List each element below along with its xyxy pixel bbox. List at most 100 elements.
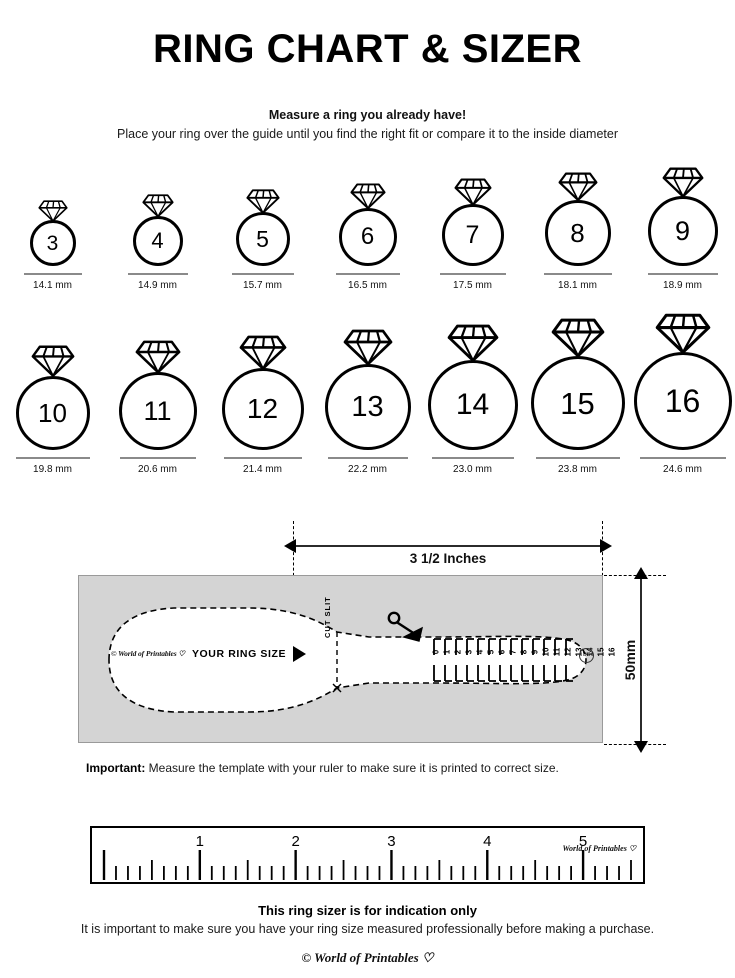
- ring-icon: 10: [15, 345, 90, 451]
- ring-diameter-label: 20.6 mm: [138, 463, 177, 475]
- arrow-up-icon: [634, 566, 648, 579]
- ring-size-cell[interactable]: 10 19.8 mm: [0, 345, 105, 475]
- ring-icon: 11: [118, 340, 197, 451]
- gauge-digit: 10: [541, 647, 551, 656]
- ruler-ticks: 1 2 3 4 5: [102, 833, 632, 880]
- subtitle-line: Place your ring over the guide until you…: [117, 127, 618, 141]
- ring-size-number: 6: [360, 223, 375, 251]
- gauge-digit: 5: [486, 649, 496, 654]
- pointer-triangle-icon: [293, 645, 307, 662]
- ring-band-circle[interactable]: 14: [427, 360, 518, 451]
- diamond-icon-wrap: [447, 324, 499, 366]
- brand-mini-label: © World of Printables ♡: [111, 649, 185, 659]
- diamond-icon-wrap: [239, 335, 287, 375]
- width-dimension: 3 1/2 Inches: [284, 520, 612, 583]
- ruler-frame: [90, 826, 645, 884]
- gauge-digit: 16: [607, 647, 617, 656]
- ring-icon: 16: [633, 313, 732, 451]
- gauge-digit: 8: [519, 649, 529, 654]
- measure-rule: [543, 273, 612, 275]
- ring-icon: 14: [427, 324, 518, 451]
- ring-band-circle[interactable]: 11: [118, 372, 197, 451]
- diamond-icon-wrap: [453, 178, 492, 210]
- ring-size-number: 14: [455, 388, 490, 422]
- measure-rule: [223, 457, 302, 459]
- ring-diameter-label: 21.4 mm: [243, 463, 282, 475]
- important-note: Important: Measure the template with you…: [86, 761, 559, 775]
- diamond-icon: [245, 189, 280, 214]
- measure-rule: [231, 273, 294, 275]
- measure-rule: [639, 457, 726, 459]
- diamond-icon: [239, 335, 286, 370]
- ring-band-circle[interactable]: 12: [221, 368, 304, 451]
- ring-diameter-label: 23.8 mm: [558, 463, 597, 475]
- ring-size-number: 8: [570, 218, 585, 249]
- dimension-arrow-horizontal: [284, 538, 612, 553]
- ring-size-cell[interactable]: 7 17.5 mm: [420, 178, 525, 291]
- ring-diameter-label: 15.7 mm: [243, 279, 282, 291]
- ring-size-cell[interactable]: 11 20.6 mm: [105, 340, 210, 475]
- ring-icon: 15: [530, 318, 625, 451]
- ring-band-circle[interactable]: 10: [15, 376, 90, 451]
- subtitle-bold: Measure a ring you already have!: [268, 108, 467, 122]
- ring-diameter-label: 16.5 mm: [348, 279, 387, 291]
- diamond-icon: [551, 318, 604, 358]
- ring-diameter-label: 23.0 mm: [453, 463, 492, 475]
- ring-band-circle[interactable]: 6: [338, 208, 397, 267]
- footer-brand: © World of Printables ♡: [301, 950, 434, 965]
- ring-band-circle[interactable]: 5: [235, 212, 290, 267]
- footer-headline: This ring sizer is for indication only: [258, 903, 477, 918]
- height-dimension-label: 50mm: [622, 639, 639, 680]
- ring-size-cell[interactable]: 14 23.0 mm: [420, 324, 525, 475]
- diamond-icon: [135, 340, 180, 374]
- ring-size-number: 13: [351, 390, 384, 423]
- ring-size-cell[interactable]: 5 15.7 mm: [210, 189, 315, 291]
- ring-size-cell[interactable]: 12 21.4 mm: [210, 335, 315, 475]
- ruler-number: 2: [291, 833, 299, 850]
- ring-size-cell[interactable]: 3 14.1 mm: [0, 200, 105, 291]
- ring-diameter-label: 14.9 mm: [138, 279, 177, 291]
- ring-icon: 7: [441, 178, 504, 267]
- ring-band-circle[interactable]: 3: [29, 220, 76, 267]
- footer: This ring sizer is for indication only I…: [0, 903, 735, 966]
- ring-icon: 9: [647, 167, 718, 267]
- ring-band-circle[interactable]: 4: [132, 216, 183, 267]
- printed-ruler: 1 2 3 4 5 World of Printables ♡: [90, 826, 645, 888]
- page-title: RING CHART & SIZER: [153, 27, 582, 71]
- ring-size-cell[interactable]: 15 23.8 mm: [525, 318, 630, 475]
- cut-slit-label: CUT SLIT: [323, 595, 332, 638]
- ruler-number: 4: [483, 833, 491, 850]
- ring-diameter-label: 14.1 mm: [33, 279, 72, 291]
- ring-band-circle[interactable]: 8: [544, 200, 611, 267]
- template-label-row: © World of Printables ♡ YOUR RING SIZE: [111, 645, 307, 662]
- gauge-digit: 11: [552, 647, 562, 656]
- ring-size-number: 15: [560, 385, 595, 421]
- height-dimension: 50mm: [604, 566, 674, 753]
- important-label: Important:: [86, 761, 146, 775]
- ring-size-cell[interactable]: 13 22.2 mm: [315, 329, 420, 475]
- ruler-brand-label: World of Printables ♡: [562, 844, 636, 853]
- gauge-digit: 0: [431, 649, 441, 654]
- ring-band-circle[interactable]: 13: [324, 364, 411, 451]
- ring-size-cell[interactable]: 16 24.6 mm: [630, 313, 735, 475]
- ring-size-cell[interactable]: 9 18.9 mm: [630, 167, 735, 291]
- ring-icon: 4: [132, 194, 183, 267]
- ring-size-row-1: 3 14.1 mm 4 14.9 mm 5 15.7 mm 6 16.5 mm 7 17.5 mm…: [0, 167, 735, 291]
- ring-size-cell[interactable]: 8 18.1 mm: [525, 172, 630, 291]
- ring-size-cell[interactable]: 6 16.5 mm: [315, 183, 420, 291]
- ring-band-circle[interactable]: 7: [441, 204, 504, 267]
- measure-rule: [431, 457, 514, 459]
- measure-rule: [23, 273, 82, 275]
- ring-diameter-label: 19.8 mm: [33, 463, 72, 475]
- ring-band-circle[interactable]: 15: [530, 356, 625, 451]
- ring-size-number: 10: [38, 398, 67, 429]
- ring-size-cell[interactable]: 4 14.9 mm: [105, 194, 210, 291]
- diamond-icon: [662, 167, 703, 198]
- ring-size-number: 4: [151, 228, 164, 254]
- ring-band-circle[interactable]: 9: [647, 196, 718, 267]
- ring-band-circle[interactable]: 16: [633, 352, 732, 451]
- ring-diameter-label: 17.5 mm: [453, 279, 492, 291]
- dimension-arrow-vertical: [634, 566, 648, 753]
- slit-cross-mark: [332, 683, 342, 693]
- gauge-digit: 6: [497, 649, 507, 654]
